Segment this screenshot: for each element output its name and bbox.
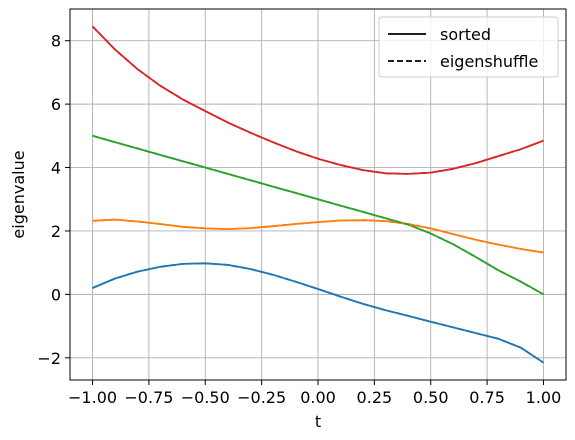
y-tick-label: 6 <box>51 95 61 114</box>
y-tick-label: 2 <box>51 222 61 241</box>
legend-sorted-label: sorted <box>440 25 491 44</box>
x-axis-ticks: −1.00 −0.75 −0.50 −0.25 0.00 0.25 0.50 0.75 1.00 <box>68 380 561 407</box>
x-tick-label: 0.25 <box>357 388 393 407</box>
x-tick-label: 0.00 <box>300 388 336 407</box>
x-tick-label: 0.50 <box>413 388 449 407</box>
eigenshuffle-series-line-3 <box>92 134 544 296</box>
x-axis-title: t <box>315 412 321 431</box>
y-tick-label: 4 <box>51 159 61 178</box>
legend: sorted eigenshuffle <box>378 16 559 78</box>
eigenshuffle-series-line-2 <box>92 218 544 254</box>
eigenshuffle-series-line-1 <box>92 262 544 364</box>
y-axis-title: eigenvalue <box>9 150 28 238</box>
series-lines <box>91 25 544 364</box>
eigenshuffle-series-line-4 <box>91 25 544 175</box>
y-tick-label: −2 <box>37 349 61 368</box>
x-tick-label: −0.75 <box>124 388 173 407</box>
y-tick-label: 0 <box>51 285 61 304</box>
x-tick-label: 1.00 <box>526 388 562 407</box>
legend-box <box>378 16 559 78</box>
x-tick-label: 0.75 <box>469 388 505 407</box>
y-tick-label: 8 <box>51 32 61 51</box>
grid <box>70 9 566 380</box>
y-axis-ticks: −2 0 2 4 6 8 <box>37 32 70 368</box>
x-tick-label: −0.25 <box>237 388 286 407</box>
x-tick-label: −1.00 <box>68 388 117 407</box>
legend-eigenshuffle-label: eigenshuffle <box>440 52 538 71</box>
x-tick-label: −0.50 <box>181 388 230 407</box>
